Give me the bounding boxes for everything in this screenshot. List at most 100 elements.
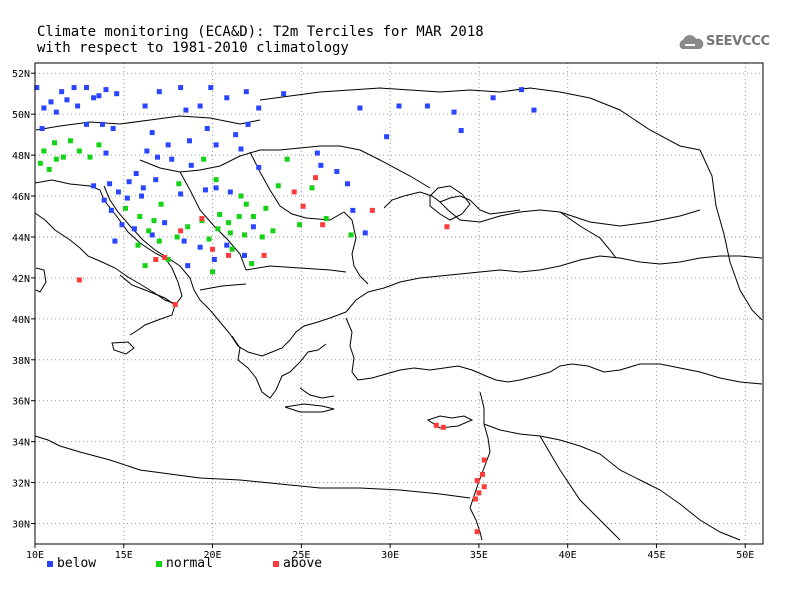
station-below bbox=[91, 183, 97, 189]
station-normal bbox=[249, 261, 255, 267]
station-normal bbox=[243, 201, 249, 207]
station-below bbox=[238, 146, 244, 152]
station-normal bbox=[309, 185, 315, 191]
station-above bbox=[172, 302, 178, 308]
station-above bbox=[369, 207, 375, 213]
lat-tick-label: 50N bbox=[12, 110, 30, 121]
station-below bbox=[490, 95, 496, 101]
station-below bbox=[155, 154, 161, 160]
station-above bbox=[433, 422, 439, 428]
station-above bbox=[440, 424, 446, 430]
station-normal bbox=[156, 238, 162, 244]
station-normal bbox=[238, 193, 244, 199]
lon-tick-label: 40E bbox=[559, 550, 577, 561]
station-below bbox=[139, 193, 145, 199]
station-below bbox=[169, 156, 175, 162]
station-above bbox=[320, 222, 326, 228]
logo-text: SEEVCCC bbox=[706, 34, 770, 49]
map-title: Climate monitoring (ECA&D): T2m Terciles… bbox=[37, 24, 484, 56]
station-below bbox=[202, 187, 208, 193]
lon-tick-label: 15E bbox=[115, 550, 133, 561]
station-below bbox=[227, 189, 233, 195]
lat-tick-label: 40N bbox=[12, 315, 30, 326]
station-below bbox=[165, 142, 171, 148]
lat-tick-label: 44N bbox=[12, 233, 30, 244]
map-frame bbox=[34, 62, 764, 545]
station-below bbox=[133, 171, 139, 177]
cloud-icon bbox=[679, 35, 704, 49]
map-title-line2: with respect to 1981-2010 climatology bbox=[37, 40, 349, 56]
station-below bbox=[183, 107, 189, 113]
station-normal bbox=[60, 154, 66, 160]
legend-label-normal: normal bbox=[166, 556, 213, 571]
station-below bbox=[362, 230, 368, 236]
station-below bbox=[140, 185, 146, 191]
station-normal bbox=[226, 220, 232, 226]
legend-label-above: above bbox=[283, 556, 323, 571]
lat-tick-label: 34N bbox=[12, 438, 30, 449]
station-below bbox=[384, 134, 390, 140]
legend-swatch-below bbox=[47, 560, 53, 567]
station-below bbox=[250, 224, 256, 230]
station-below bbox=[213, 142, 219, 148]
station-above bbox=[476, 490, 482, 496]
legend-swatch-above bbox=[273, 560, 279, 567]
station-normal bbox=[53, 156, 59, 162]
station-below bbox=[149, 232, 155, 238]
station-normal bbox=[174, 234, 180, 240]
station-below bbox=[142, 103, 148, 109]
station-markers bbox=[34, 85, 537, 535]
station-normal bbox=[206, 236, 212, 242]
station-below bbox=[153, 177, 159, 183]
station-below bbox=[83, 121, 89, 127]
station-below bbox=[107, 181, 113, 187]
station-below bbox=[197, 244, 203, 250]
station-above bbox=[472, 496, 478, 502]
station-normal bbox=[52, 140, 58, 146]
station-normal bbox=[158, 201, 164, 207]
lat-lon-grid bbox=[34, 63, 763, 544]
station-below bbox=[96, 93, 102, 99]
station-normal bbox=[46, 166, 52, 172]
station-normal bbox=[275, 183, 281, 189]
station-below bbox=[178, 191, 184, 197]
station-above bbox=[76, 277, 82, 283]
station-above bbox=[474, 529, 480, 535]
station-normal bbox=[135, 242, 141, 248]
station-normal bbox=[259, 234, 265, 240]
lon-tick-label: 10E bbox=[26, 550, 44, 561]
station-below bbox=[242, 252, 248, 258]
station-below bbox=[108, 207, 114, 213]
station-below bbox=[124, 195, 130, 201]
legend-label-below: below bbox=[57, 556, 97, 571]
lon-tick-label: 35E bbox=[470, 550, 488, 561]
station-normal bbox=[227, 230, 233, 236]
station-below bbox=[41, 105, 47, 111]
station-below bbox=[224, 242, 230, 248]
station-below bbox=[34, 85, 40, 91]
station-normal bbox=[242, 232, 248, 238]
station-normal bbox=[146, 228, 152, 234]
lat-tick-label: 42N bbox=[12, 274, 30, 285]
station-below bbox=[357, 105, 363, 111]
station-normal bbox=[151, 218, 157, 224]
station-above bbox=[300, 203, 306, 209]
legend-item-above: above bbox=[273, 556, 322, 571]
station-below bbox=[101, 197, 107, 203]
station-above bbox=[210, 246, 216, 252]
station-normal bbox=[165, 256, 171, 262]
station-above bbox=[444, 224, 450, 230]
station-below bbox=[256, 164, 262, 170]
station-below bbox=[110, 125, 116, 131]
station-normal bbox=[123, 205, 129, 211]
lon-tick-label: 45E bbox=[647, 550, 665, 561]
station-below bbox=[103, 150, 109, 156]
station-below bbox=[451, 109, 457, 115]
station-below bbox=[162, 220, 168, 226]
station-below bbox=[144, 148, 150, 154]
station-below bbox=[345, 181, 351, 187]
station-below bbox=[39, 125, 45, 131]
station-below bbox=[204, 125, 210, 131]
station-below bbox=[48, 99, 54, 105]
station-above bbox=[474, 478, 480, 484]
